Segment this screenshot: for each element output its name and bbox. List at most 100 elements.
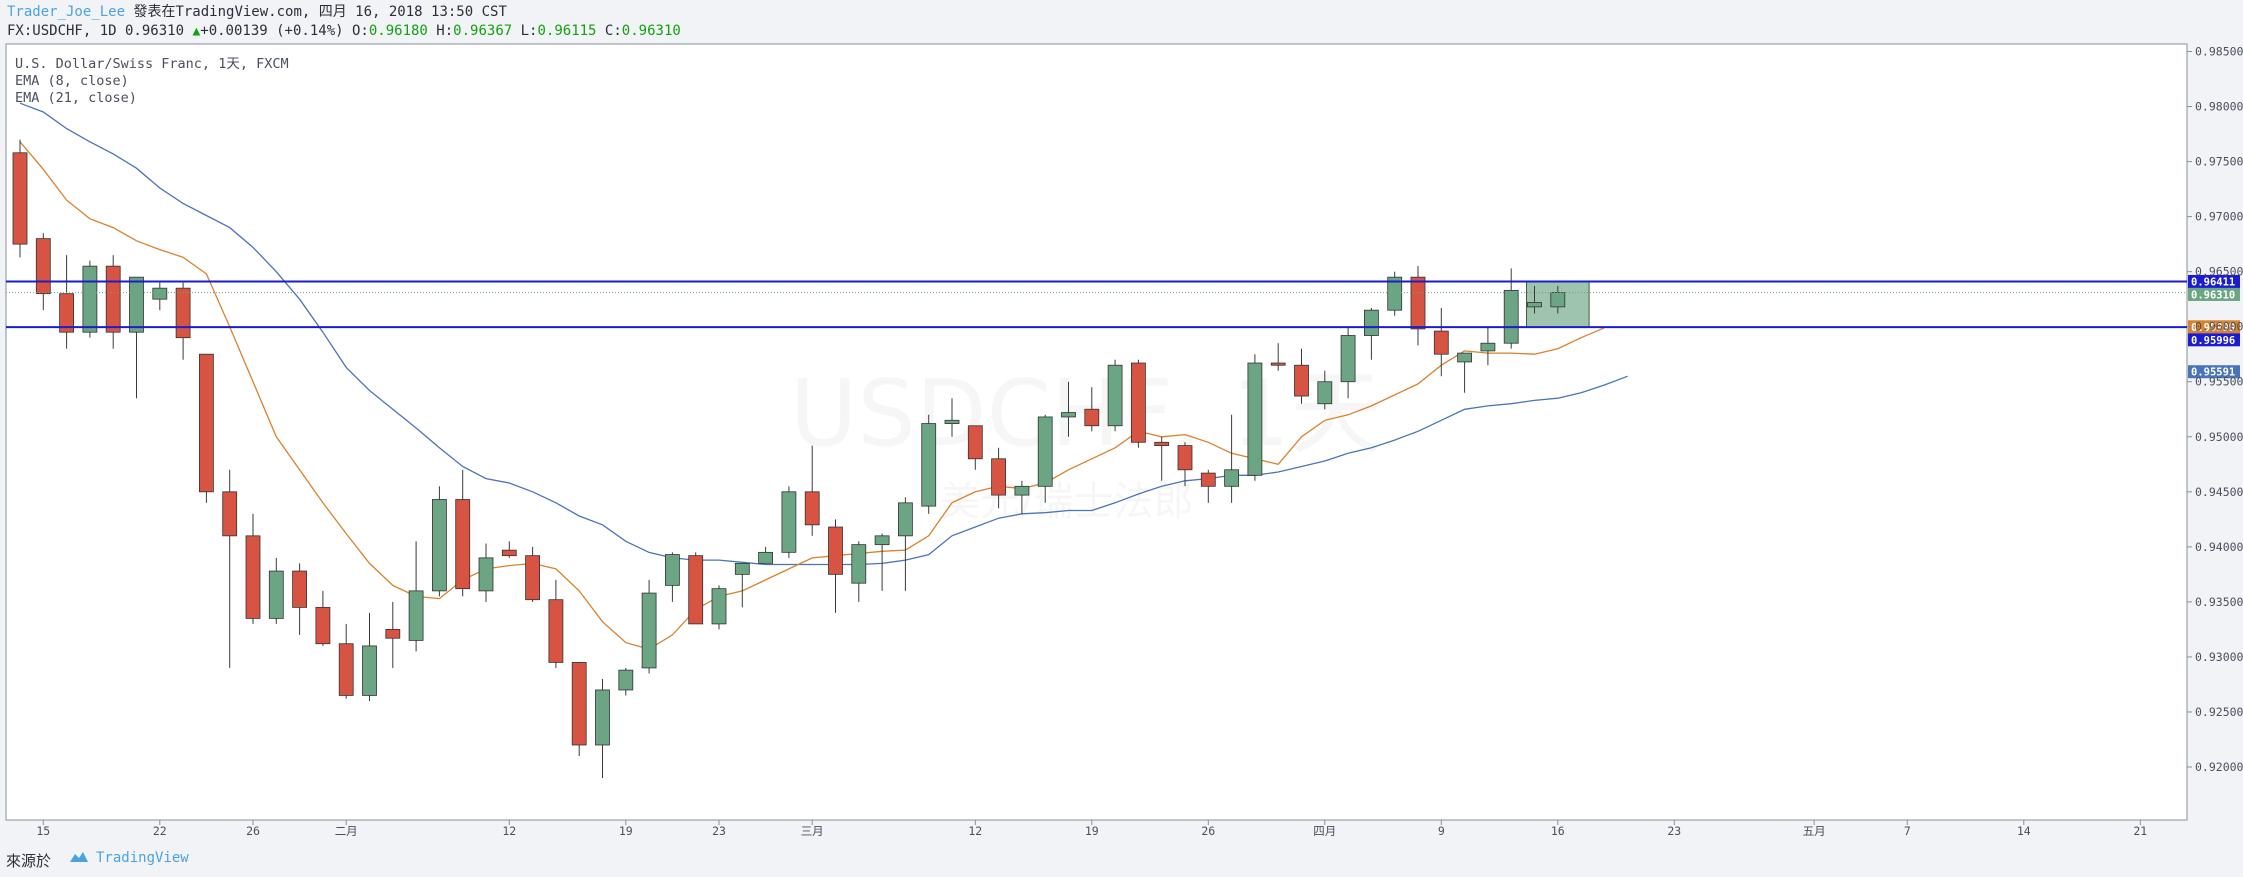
candle-body — [1480, 342, 1496, 352]
candle — [1340, 326, 1356, 399]
candle-body — [1503, 289, 1519, 344]
candle-body — [944, 419, 960, 424]
watermark-subtitle: 美元/瑞士法郎 — [940, 479, 1193, 525]
candle-body — [1340, 335, 1356, 383]
chart-header: Trader_Joe_Lee 發表在TradingView.com, 四月 16… — [0, 0, 2243, 44]
candle — [1410, 266, 1426, 346]
candle — [152, 282, 168, 311]
candle-body — [1387, 276, 1403, 311]
candle — [874, 533, 890, 591]
price-label-bg — [2188, 274, 2240, 288]
x-tick-label: 16 — [1551, 824, 1565, 838]
candle-body — [1037, 416, 1053, 487]
author-link[interactable]: Trader_Joe_Lee — [7, 4, 126, 20]
candle-body — [129, 276, 144, 333]
candle — [408, 541, 424, 652]
candle-body — [851, 544, 867, 584]
candle-body — [804, 491, 820, 526]
y-tick-label: 0.98000 — [2195, 100, 2243, 114]
candle — [222, 469, 238, 668]
candle-body — [571, 662, 587, 746]
candle-body — [338, 643, 354, 696]
price-label-bg — [2188, 333, 2240, 347]
candle-body — [501, 549, 517, 557]
y-tick-label: 0.92500 — [2195, 705, 2243, 719]
x-tick-label: 三月 — [801, 824, 824, 838]
price-label-bg — [2188, 320, 2240, 334]
candle-body — [921, 423, 937, 507]
candle-body — [1107, 364, 1123, 427]
candle-body — [525, 555, 540, 601]
candle — [245, 513, 261, 624]
x-tick-label: 23 — [1667, 824, 1681, 838]
x-tick-label: 21 — [2133, 824, 2147, 838]
candle — [711, 585, 727, 630]
candle — [525, 546, 540, 602]
candle — [362, 612, 377, 701]
candle-body — [874, 535, 890, 546]
candle-body — [292, 570, 308, 608]
candle — [12, 139, 28, 258]
x-tick-label: 19 — [1085, 824, 1099, 838]
candle — [1527, 285, 1542, 314]
candle-body — [385, 629, 401, 639]
chart-footer: 來源於 TradingView — [0, 842, 2243, 877]
candle-body — [455, 499, 471, 590]
y-tick-label: 0.97000 — [2195, 210, 2243, 224]
publish-text: 發表在TradingView.com, 四月 16, 2018 13:50 CS… — [125, 4, 507, 20]
candle-body — [618, 669, 634, 691]
x-tick-label: 23 — [712, 824, 726, 838]
candle — [501, 541, 517, 558]
close-label: C: — [596, 23, 622, 39]
candle — [967, 425, 983, 470]
candle — [758, 546, 773, 564]
candle — [641, 579, 657, 674]
candle-body — [828, 526, 843, 575]
x-tick-label: 14 — [2017, 824, 2031, 838]
candle-body — [1177, 445, 1193, 471]
candle-body — [711, 588, 727, 625]
x-tick-label: 19 — [619, 824, 633, 838]
y-tick-label: 0.95000 — [2195, 430, 2243, 444]
candle-body — [1154, 441, 1170, 446]
x-tick-label: 22 — [153, 824, 167, 838]
tradingview-link[interactable]: TradingView — [68, 850, 189, 866]
candle — [781, 486, 797, 558]
candle-body — [1224, 469, 1239, 487]
candle — [548, 579, 564, 668]
candle — [1503, 268, 1519, 349]
candle — [618, 667, 634, 696]
candle-body — [245, 535, 261, 619]
candle-body — [1061, 412, 1076, 418]
candle-body — [665, 554, 680, 586]
candle-body — [431, 499, 447, 592]
price-label: 0.96411 — [2191, 276, 2235, 288]
candle-body — [1131, 362, 1146, 443]
candle-body — [1084, 408, 1100, 427]
candle — [991, 447, 1006, 509]
y-tick-label: 0.94000 — [2195, 540, 2243, 554]
candle — [851, 541, 867, 602]
candle — [1480, 326, 1496, 366]
y-tick-label: 0.96500 — [2195, 265, 2243, 279]
price-label: 0.95591 — [2191, 367, 2235, 379]
candle-body — [1294, 364, 1309, 397]
source-label: 來源於 — [6, 852, 52, 870]
candle-body — [967, 425, 983, 460]
price-label-bg — [2188, 287, 2240, 301]
candle — [175, 282, 191, 360]
candle-body — [198, 353, 214, 493]
candle-body — [641, 592, 657, 669]
x-tick-label: 五月 — [1803, 824, 1826, 838]
legend-ema8: EMA (8, close) — [15, 73, 129, 89]
x-tick-label: 12 — [968, 824, 982, 838]
candle-body — [898, 502, 913, 537]
candle — [129, 276, 144, 399]
ema8-line — [19, 141, 1605, 650]
candle-body — [478, 557, 494, 592]
candle-body — [12, 152, 28, 245]
candle-body — [688, 555, 704, 625]
price-label: 0.96310 — [2191, 289, 2235, 301]
open-value: 0.96180 — [368, 23, 428, 39]
